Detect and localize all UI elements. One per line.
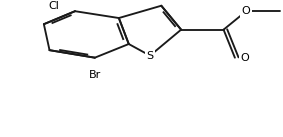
Text: S: S	[146, 51, 154, 61]
Text: Br: Br	[89, 70, 101, 80]
Text: O: O	[242, 6, 250, 16]
Text: Cl: Cl	[49, 1, 59, 11]
Text: O: O	[241, 53, 249, 63]
